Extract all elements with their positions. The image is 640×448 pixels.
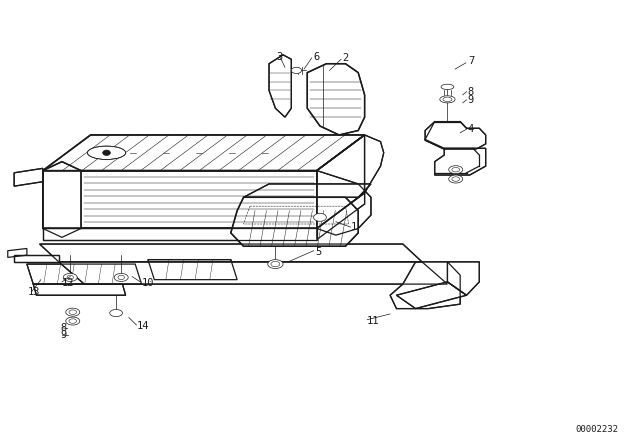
Text: 6: 6 [314,52,320,62]
Polygon shape [40,244,422,262]
Ellipse shape [63,273,77,281]
Ellipse shape [114,273,128,281]
Polygon shape [33,284,125,295]
Ellipse shape [449,175,463,183]
Text: 7: 7 [468,56,474,66]
Polygon shape [307,64,365,135]
Polygon shape [269,55,291,117]
Text: 00002232: 00002232 [576,425,619,434]
Polygon shape [396,282,467,309]
Ellipse shape [66,308,80,316]
Polygon shape [43,228,317,240]
Text: 2: 2 [342,53,349,63]
Text: 9: 9 [468,95,474,105]
Polygon shape [14,255,59,262]
Text: 4: 4 [468,124,474,134]
Polygon shape [447,262,479,295]
Ellipse shape [109,310,122,317]
Polygon shape [435,148,486,175]
Polygon shape [43,135,365,171]
Polygon shape [317,193,365,240]
Polygon shape [148,260,237,280]
Text: 8: 8 [60,323,67,333]
Ellipse shape [291,67,301,73]
Text: 12: 12 [61,278,74,288]
Polygon shape [27,264,141,284]
Ellipse shape [66,317,80,325]
Polygon shape [317,135,365,228]
Polygon shape [43,171,317,228]
Text: 10: 10 [141,278,154,288]
Ellipse shape [314,213,326,221]
Ellipse shape [440,96,455,103]
Text: 11: 11 [367,316,380,326]
Polygon shape [317,135,384,235]
Text: 3: 3 [276,52,283,61]
Polygon shape [14,168,43,186]
Polygon shape [43,162,81,237]
Ellipse shape [88,146,125,159]
Polygon shape [231,197,358,246]
Text: 8: 8 [468,87,474,97]
Text: 14: 14 [136,321,149,332]
Polygon shape [425,121,486,149]
Polygon shape [59,262,447,284]
Ellipse shape [268,260,283,268]
Ellipse shape [441,84,454,90]
Ellipse shape [449,166,463,174]
Text: 13: 13 [28,287,41,297]
Text: 1: 1 [351,222,357,232]
Text: 9: 9 [60,330,67,340]
Polygon shape [244,184,371,197]
Ellipse shape [102,150,110,155]
Text: 5: 5 [315,246,321,257]
Polygon shape [390,262,460,309]
